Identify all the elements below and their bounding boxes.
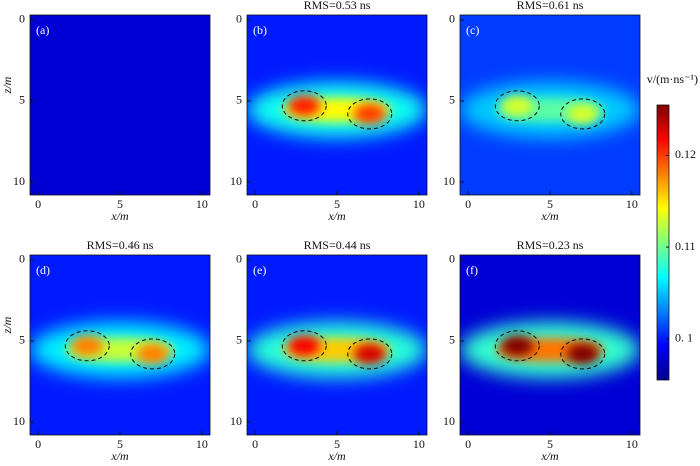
anomaly-outline <box>64 330 110 362</box>
panel <box>247 15 427 195</box>
panel <box>30 15 210 195</box>
x-axis-label: x/m <box>327 449 346 463</box>
y-tick-label: 0 <box>449 12 455 26</box>
x-tick-label: 0 <box>252 437 258 451</box>
y-tick-label: 10 <box>443 174 455 188</box>
anomaly-outline <box>560 338 606 370</box>
anomaly-blob <box>71 335 104 356</box>
y-tick-label: 5 <box>236 93 242 107</box>
y-tick-label: 10 <box>13 174 25 188</box>
colorbar-tick-label: 0.11 <box>675 239 696 253</box>
anomaly-blob <box>288 95 321 116</box>
anomaly-blob <box>288 335 321 356</box>
y-tick-label: 5 <box>19 333 25 347</box>
colorbar-tick-label: 0.12 <box>675 147 696 161</box>
anomaly-outline <box>281 90 327 122</box>
panel-title: RMS=0.46 ns <box>87 238 154 252</box>
panel-label: (b) <box>253 23 267 37</box>
panel <box>247 255 427 435</box>
x-tick-label: 5 <box>117 437 123 451</box>
panel <box>460 255 640 435</box>
anomaly-outline <box>281 330 327 362</box>
y-tick-label: 10 <box>230 174 242 188</box>
anomaly-outline <box>130 338 176 370</box>
x-tick-label: 5 <box>547 437 553 451</box>
x-tick-label: 10 <box>413 437 425 451</box>
anomaly-blob <box>353 343 386 364</box>
panel-title: RMS=0.53 ns <box>304 0 371 12</box>
x-tick-label: 0 <box>465 197 471 211</box>
x-axis-label: x/m <box>110 209 129 223</box>
x-axis-label: x/m <box>327 209 346 223</box>
panel-label: (c) <box>466 23 479 37</box>
panel <box>460 15 640 195</box>
panel-label: (e) <box>253 263 266 277</box>
y-tick-label: 0 <box>19 252 25 266</box>
anomaly-outline <box>560 98 606 130</box>
panel-title: RMS=0.61 ns <box>517 0 584 12</box>
y-tick-label: 5 <box>449 333 455 347</box>
y-tick-label: 10 <box>13 414 25 428</box>
x-tick-label: 0 <box>252 197 258 211</box>
anomaly-outline <box>494 330 540 362</box>
anomaly-blob <box>353 103 386 124</box>
anomaly-blob <box>566 103 599 124</box>
colorbar-label: v/(m·ns⁻¹) <box>647 72 698 86</box>
anomaly-blob <box>136 343 169 364</box>
field-background <box>30 15 210 195</box>
x-tick-label: 10 <box>413 197 425 211</box>
panel-label: (d) <box>36 263 50 277</box>
anomaly-blob <box>501 335 534 356</box>
y-tick-label: 5 <box>449 93 455 107</box>
panel-label: (a) <box>36 23 49 37</box>
y-axis-label: z/m <box>0 316 14 334</box>
panel-label: (f) <box>466 263 478 277</box>
x-tick-label: 5 <box>547 197 553 211</box>
y-tick-label: 5 <box>236 333 242 347</box>
colorbar <box>656 104 670 381</box>
x-tick-label: 0 <box>465 437 471 451</box>
anomaly-outline <box>347 98 393 130</box>
x-tick-label: 10 <box>196 197 208 211</box>
y-tick-label: 0 <box>449 252 455 266</box>
panel <box>30 255 210 435</box>
x-tick-label: 5 <box>117 197 123 211</box>
x-tick-label: 10 <box>626 197 638 211</box>
x-tick-label: 5 <box>334 197 340 211</box>
colorbar-tick-label: 0. 1 <box>675 331 693 345</box>
y-tick-label: 10 <box>443 414 455 428</box>
y-tick-label: 5 <box>19 93 25 107</box>
x-axis-label: x/m <box>110 449 129 463</box>
y-tick-label: 0 <box>19 12 25 26</box>
y-tick-label: 0 <box>236 12 242 26</box>
y-tick-label: 10 <box>230 414 242 428</box>
x-tick-label: 10 <box>196 437 208 451</box>
x-axis-label: x/m <box>540 209 559 223</box>
y-tick-label: 0 <box>236 252 242 266</box>
panel-title: RMS=0.23 ns <box>517 238 584 252</box>
x-tick-label: 0 <box>35 437 41 451</box>
anomaly-outline <box>494 90 540 122</box>
anomaly-blob <box>566 343 599 364</box>
anomaly-outline <box>347 338 393 370</box>
x-axis-label: x/m <box>540 449 559 463</box>
panel-title: RMS=0.44 ns <box>304 238 371 252</box>
anomaly-blob <box>501 95 534 116</box>
x-tick-label: 0 <box>35 197 41 211</box>
x-tick-label: 10 <box>626 437 638 451</box>
y-axis-label: z/m <box>0 76 14 94</box>
x-tick-label: 5 <box>334 437 340 451</box>
